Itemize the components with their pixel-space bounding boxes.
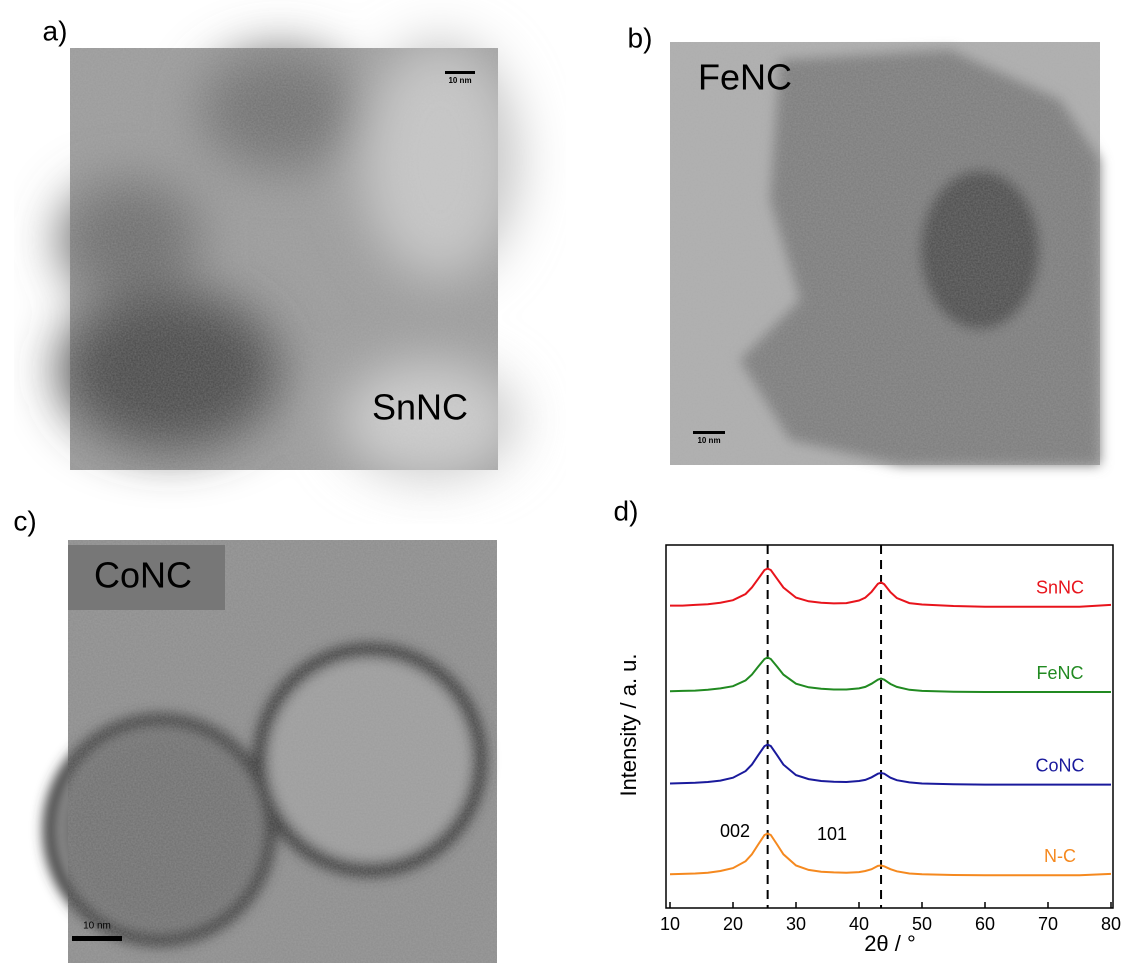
panel-label: d) [614,495,639,526]
series-label: FeNC [1036,663,1083,683]
figure: 10 nm 10 nm 10 nm SnNC FeNC CoNC a) b) c… [0,0,1129,963]
sample-label: CoNC [94,555,192,596]
sample-label: SnNC [372,387,468,428]
x-tick-label: 80 [1101,914,1121,934]
scale-bar [72,936,122,941]
x-tick-label: 20 [723,914,743,934]
scale-bar [445,71,475,74]
sample-label: FeNC [698,57,792,98]
series-label: SnNC [1036,577,1084,597]
panel-label: a) [43,15,68,46]
x-axis-label: 2θ / ° [864,931,916,956]
x-tick-label: 50 [912,914,932,934]
x-tick-label: 10 [660,914,680,934]
series-label: CoNC [1035,755,1084,775]
scale-bar-label: 10 nm [448,76,471,85]
tem-image-b [670,42,1100,465]
x-tick-label: 60 [975,914,995,934]
peak-annotation: 101 [817,824,847,844]
scale-bar-label: 10 nm [697,436,720,445]
tem-image-c [50,540,497,963]
panel-label: b) [628,22,653,53]
x-tick-label: 30 [786,914,806,934]
x-tick-label: 40 [849,914,869,934]
y-axis-label: Intensity / a. u. [616,653,641,796]
panel-label: c) [13,505,36,536]
series-label: N-C [1044,846,1076,866]
x-tick-label: 70 [1038,914,1058,934]
peak-annotation: 002 [720,821,750,841]
scale-bar [693,431,725,434]
scale-bar-label: 10 nm [83,921,111,932]
